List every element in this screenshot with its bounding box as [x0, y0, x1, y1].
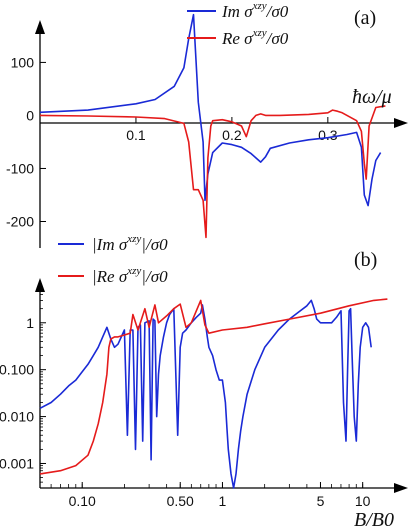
panel-b-y-arrow [35, 278, 45, 292]
panel-b-x-tick-label: 1 [219, 493, 227, 509]
legend-b-re-label: |Re σxzy|/σ0 [92, 265, 168, 286]
panel-b-x-tick-label: 0.50 [167, 493, 194, 509]
panel-b-y-tick-label: 0.001 [0, 455, 34, 471]
panel-b-series [39, 298, 388, 489]
panel-b-y-ticks: 0.001 0.010 0.100 1 [0, 289, 46, 489]
legend-a-re-label: Re σxzy/σ0 [221, 27, 289, 48]
panel-a-series-line-0 [39, 13, 382, 207]
panel-a: -200 -100 0 100 0.1 0.2 0.3 ħω/μ (a) Im σxzy/… [6, 0, 408, 248]
panel-a-y-tick-label: 0 [26, 107, 34, 123]
panel-b-label: (b) [354, 249, 377, 271]
panel-a-y-tick-label: -200 [6, 213, 34, 229]
panel-b-y-tick-label: 0.010 [0, 409, 34, 425]
panel-a-series [39, 13, 386, 239]
panel-b-x-arrow [394, 483, 408, 493]
panel-a-x-ticks: 0.1 0.2 0.3 [126, 117, 338, 143]
panel-a-y-ticks: -200 -100 0 100 [6, 54, 46, 229]
panel-b-x-tick-label: 5 [317, 493, 325, 509]
legend-a-im-label: Im σxzy/σ0 [221, 0, 289, 21]
panel-b-series-line-1 [39, 298, 388, 475]
panel-b-legend: |Im σxzy|/σ0 |Re σxzy|/σ0 [58, 233, 168, 286]
panel-b-x-ticks: 0.10 0.50 1 5 10 [39, 482, 371, 509]
panel-a-legend: Im σxzy/σ0 Re σxzy/σ0 [187, 0, 289, 48]
panel-a-x-tick-label: 0.2 [222, 127, 242, 143]
panel-a-x-tick-label: 0.3 [318, 127, 338, 143]
panel-a-y-tick-label: 100 [11, 54, 35, 70]
panel-b-x-tick-label: 0.10 [69, 493, 96, 509]
panel-b-y-tick-label: 1 [26, 315, 34, 331]
panel-b-x-tick-label: 10 [355, 493, 371, 509]
panel-a-x-axis-label: ħω/μ [352, 86, 392, 108]
panel-b-y-tick-label: 0.100 [0, 362, 34, 378]
panel-a-x-tick-label: 0.1 [126, 127, 146, 143]
panel-a-y-arrow [35, 20, 45, 34]
panel-a-y-tick-label: -100 [6, 160, 34, 176]
panel-a-x-arrow [394, 118, 408, 128]
legend-b-im-label: |Im σxzy|/σ0 [92, 233, 168, 254]
panel-b-series-line-0 [39, 299, 372, 489]
panel-b-x-axis-label: B/B0 [354, 509, 394, 531]
panel-b: 0.001 0.010 0.100 1 0.10 0.50 1 5 10 B/B0 (b) |… [0, 233, 408, 531]
panel-a-series-line-1 [39, 105, 386, 239]
panel-a-label: (a) [354, 7, 376, 29]
